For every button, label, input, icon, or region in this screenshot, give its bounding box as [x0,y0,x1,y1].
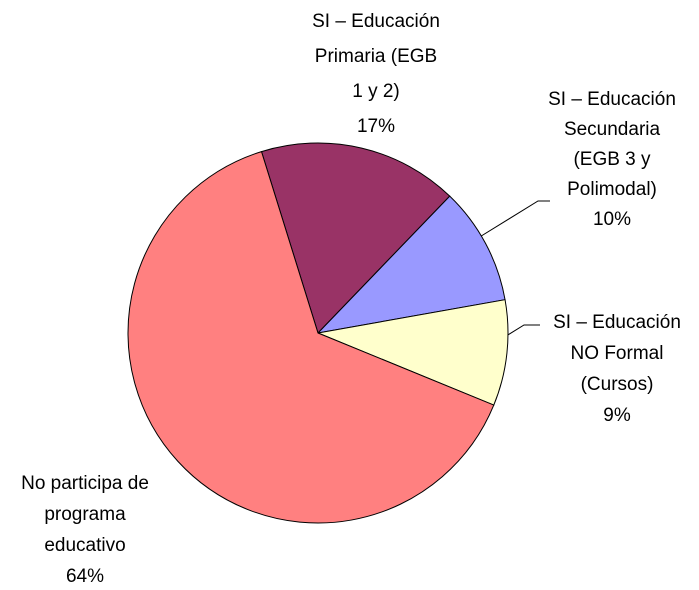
pie-slice [316,299,509,406]
slice-label: SI – Educación [548,89,676,110]
slice-value-label: 9% [603,405,631,426]
pie-slice [260,142,451,334]
slice-label: No participa de [21,473,149,494]
slice-label: (EGB 3 y [573,149,651,170]
slice-label: programa [44,504,126,525]
pie-slice [316,195,506,334]
pie-slice [127,150,495,524]
slice-value-label: 64% [66,566,104,587]
slice-label: Primaria (EGB [315,46,437,67]
leader-line [477,200,550,239]
slice-label: Secundaria [564,119,661,140]
slice-value-label: 17% [357,116,395,137]
slice-value-label: 10% [593,209,631,230]
slice-label: Polimodal) [567,179,657,200]
slice-label: NO Formal [571,343,664,364]
slice-label: educativo [44,535,125,556]
slice-label: (Cursos) [581,374,654,395]
slice-label: 1 y 2) [352,81,400,102]
slice-label: SI – Educación [553,312,681,333]
slice-label: SI – Educación [312,11,440,32]
